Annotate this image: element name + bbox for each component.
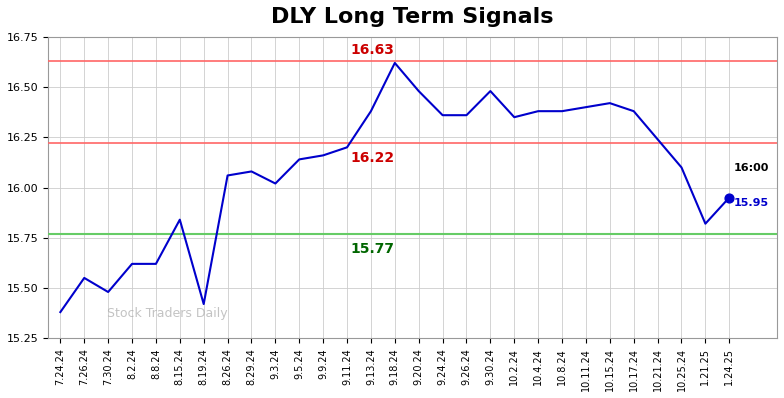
Text: Stock Traders Daily: Stock Traders Daily [107, 307, 227, 320]
Text: 16.22: 16.22 [350, 151, 394, 165]
Text: 15.95: 15.95 [734, 197, 769, 208]
Title: DLY Long Term Signals: DLY Long Term Signals [271, 7, 554, 27]
Text: 15.77: 15.77 [350, 242, 394, 256]
Text: 16.63: 16.63 [350, 43, 394, 57]
Text: 16:00: 16:00 [734, 164, 769, 174]
Point [723, 194, 735, 201]
